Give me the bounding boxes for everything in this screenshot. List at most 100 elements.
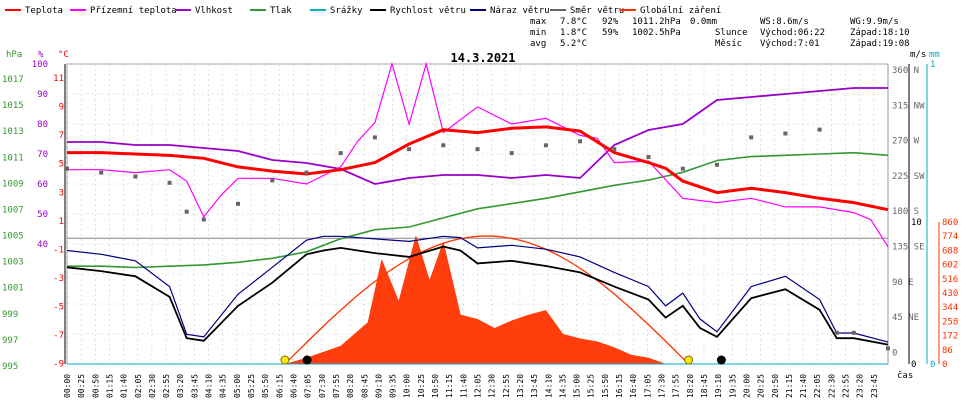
x-tick-55: 22:55 [842,374,851,398]
sun-marker-0 [280,355,290,365]
dir-point-24 [834,330,839,335]
tick-rad-6: 344 [942,303,958,313]
x-tick-43: 17:55 [672,374,681,398]
stat-avg-label: avg [530,39,546,49]
x-tick-15: 06:15 [275,374,284,398]
dir-point-8 [304,170,309,175]
legend-label-3: Tlak [270,6,292,16]
dir-point-22 [783,131,788,136]
x-tick-50: 20:50 [771,374,780,398]
x-tick-3: 01:15 [105,374,114,398]
x-tick-49: 20:25 [757,374,766,398]
moon-marker-0 [302,355,312,365]
x-tick-35: 14:35 [558,374,567,398]
x-tick-5: 02:05 [134,374,143,398]
dir-point-15 [543,143,548,148]
stats-block: max 7.8°C 92% 1011.2hPa 0.0mm min 1.8°C … [530,17,717,49]
radiation-layer [284,235,690,365]
x-tick-25: 10:25 [417,374,426,398]
x-tick-33: 13:45 [530,374,539,398]
x-tick-16: 06:40 [289,374,298,398]
tick-rad-1: 774 [942,232,958,242]
x-tick-1: 00:25 [77,374,86,398]
dir-point-20 [715,162,719,167]
x-axis: 00:00 00:25 00:50 01:15 01:40 02:05 02:30 02:55… [63,374,879,398]
series-globalni-zareni [285,235,666,365]
dir-point-16 [578,139,583,144]
x-tick-31: 12:55 [502,374,511,398]
tick-pressure-5: 1007 [2,205,24,215]
x-tick-11: 04:35 [219,374,228,398]
tick-temp-2: 7 [59,131,64,141]
stat-avg-temp: 5.2°C [560,39,587,49]
x-tick-14: 05:50 [261,374,270,398]
legend-label-2: Vlhkost [195,6,233,16]
legend-label-5: Rychlost větru [390,6,466,16]
stat-min-hum: 59% [602,28,619,38]
grid [66,63,889,365]
x-tick-32: 13:20 [516,374,525,398]
tick-temp-5: 1 [59,217,64,227]
stat-min-press: 1002.5hPa [632,28,681,38]
x-tick-44: 18:20 [686,374,695,398]
tick-pressure-3: 1011 [2,153,24,163]
wind-speed-max: WS:8.6m/s [760,17,809,27]
tick-rad-0: 860 [942,218,958,228]
unit-time: čas [897,370,913,381]
dir-point-23 [817,127,822,132]
tick-humidity-6: 40 [37,240,48,250]
legend-label-6: Náraz větru [490,6,550,16]
dir-point-11 [407,147,412,152]
tick-pressure-11: 995 [2,362,18,372]
x-tick-6: 02:30 [148,374,157,398]
dir-point-26 [886,346,890,351]
dir-point-10 [372,135,377,140]
tick-humidity-5: 50 [37,210,48,220]
dir-point-0 [65,166,69,171]
tick-dir-7: 45 NE [892,313,919,323]
moon-label: Měsíc [715,39,742,49]
x-tick-54: 22:30 [827,374,836,398]
x-tick-19: 07:55 [332,374,341,398]
series-tlak [67,151,889,269]
sun-moon-info: WS:8.6m/s WG:9.9m/s Slunce Východ:06:22 … [715,17,910,49]
x-tick-36: 15:00 [573,374,582,398]
x-tick-22: 09:10 [374,374,383,398]
x-tick-42: 17:30 [658,374,667,398]
tick-temp-1: 9 [59,103,64,113]
tick-rad-5: 430 [942,289,958,299]
x-tick-53: 22:05 [813,374,822,398]
sun-marker-1 [684,355,694,365]
legend-label-1: Přízemní teplota [90,6,177,16]
unit-mm: mm [929,50,940,60]
tick-rad-7: 258 [942,317,958,327]
tick-dir-5: 135 SE [892,242,925,252]
x-tick-10: 04:10 [205,374,214,398]
tick-rad-8: 172 [942,332,958,342]
tick-humidity-1: 90 [37,90,48,100]
tick-pressure-4: 1009 [2,179,24,189]
tick-rad-2: 688 [942,246,958,256]
unit-ms: m/s [910,50,926,60]
radiation-clear-sky-curve [284,235,690,365]
tick-rain-0: 1 [930,60,935,70]
series-smer-vetru [65,127,890,351]
x-tick-21: 08:45 [360,374,369,398]
x-tick-0: 00:00 [63,374,72,398]
tick-rad-9: 86 [942,346,953,356]
dir-point-7 [270,178,275,183]
wind-gust-max: WG:9.9m/s [850,17,899,27]
stat-min-label: min [530,28,546,38]
x-tick-8: 03:20 [176,374,185,398]
tick-temp-7: -3 [53,274,64,284]
tick-pressure-2: 1013 [2,127,24,137]
sun-rise: Východ:06:22 [760,28,825,38]
stat-max-press: 1011.2hPa [632,17,681,27]
x-tick-56: 23:20 [856,374,865,398]
moon-rise: Východ:7:01 [760,39,820,49]
x-tick-48: 20:00 [742,374,751,398]
x-tick-24: 10:00 [403,374,412,398]
tick-wind-0: 10 [911,218,922,228]
series-rychlost-vetru [66,245,889,346]
tick-humidity-2: 80 [37,120,48,130]
